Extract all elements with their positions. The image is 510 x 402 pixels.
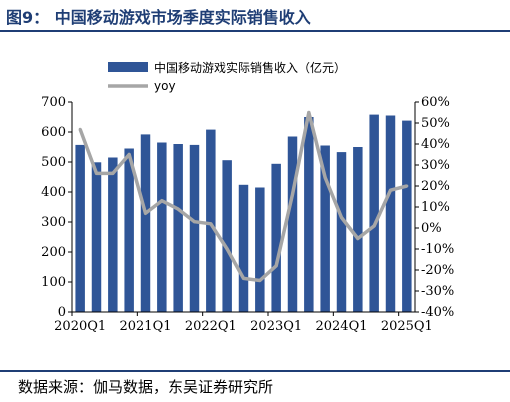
yoy-point [323, 176, 327, 180]
yoy-point [340, 216, 343, 219]
y-right-tick-label: 30% [421, 158, 450, 173]
bar-2022Q2 [222, 160, 232, 312]
y-right-tick-label: -40% [421, 305, 454, 320]
y-right-tick-label: 10% [421, 200, 450, 215]
yoy-point [372, 224, 376, 228]
y-right-tick-label: 40% [421, 137, 450, 152]
y-left-tick-label: 0 [58, 305, 66, 320]
x-tick-label: 2022Q1 [185, 319, 237, 334]
y-right-tick-label: 60% [421, 95, 450, 110]
combo-chart: 0 100 200 300 400 500 600 700 60% 50% 40% 30% 20% 10%… [41, 60, 454, 334]
bar-2025Q1 [402, 120, 412, 312]
bar-2021Q2 [157, 142, 167, 312]
y-left-tick-label: 400 [41, 185, 66, 200]
yoy-point [95, 171, 98, 175]
yoy-point [258, 279, 262, 282]
x-tick-label: 2023Q1 [250, 319, 302, 334]
bar-2022Q4 [255, 187, 265, 312]
yoy-point [144, 211, 147, 215]
bar-2024Q4 [385, 115, 396, 312]
yoy-point [193, 220, 196, 224]
legend-line-label: yoy [154, 79, 176, 93]
y-right-tick-label: -20% [421, 263, 454, 278]
bar-2024Q1 [336, 152, 347, 312]
yoy-point [389, 188, 392, 192]
yoy-point [356, 237, 360, 240]
y-right-tick-label: 50% [421, 116, 450, 131]
x-tick-label: 2024Q1 [315, 319, 367, 334]
yoy-point [242, 276, 245, 280]
bar-2022Q1 [206, 129, 216, 312]
y-left-tick-label: 700 [41, 95, 66, 110]
yoy-point [274, 264, 278, 268]
source-rule [0, 370, 510, 372]
y-right-tick-label: -30% [421, 284, 454, 299]
y-left-tick-label: 100 [41, 275, 66, 290]
yoy-point [78, 127, 82, 131]
bar-2020Q3 [108, 157, 118, 312]
bar-2023Q4 [320, 145, 330, 312]
bar-2023Q3 [304, 117, 314, 312]
figure-title: 图9： 中国移动游戏市场季度实际销售收入 [6, 8, 311, 27]
bar-2023Q1 [271, 163, 281, 312]
y-left-tick-label: 500 [41, 155, 66, 170]
yoy-point [225, 247, 229, 251]
x-tick-label: 2025Q1 [381, 319, 433, 334]
bar-2024Q2 [353, 147, 363, 312]
bar-2020Q2 [91, 162, 102, 312]
y-right-tick-label: -10% [421, 242, 454, 257]
x-tick-label: 2021Q1 [119, 319, 171, 334]
bar-2023Q2 [287, 136, 298, 312]
yoy-point [291, 192, 294, 196]
bar-2020Q1 [75, 144, 85, 312]
bar-2024Q3 [369, 114, 379, 312]
yoy-point [405, 184, 409, 188]
y-right-tick-label: 20% [421, 179, 450, 194]
yoy-point [307, 111, 311, 114]
yoy-point [111, 171, 115, 175]
y-left-tick-label: 600 [41, 125, 66, 140]
y-left-tick-label: 300 [41, 215, 66, 230]
chart-area: 0 100 200 300 400 500 600 700 60% 50% 40% 30% 20% 10%… [0, 34, 510, 364]
y-right-tick-label: 0% [421, 221, 442, 236]
bar-2020Q4 [124, 148, 134, 312]
y-left-tick-label: 200 [41, 245, 66, 260]
legend-bar-swatch [108, 62, 148, 72]
source-note: 数据来源：伽马数据，东吴证券研究所 [18, 378, 274, 396]
bar-2021Q1 [140, 134, 151, 312]
yoy-point [176, 207, 180, 211]
legend-bar-label: 中国移动游戏实际销售收入（亿元） [154, 60, 346, 75]
bar-2021Q4 [189, 144, 200, 312]
yoy-point [160, 199, 164, 203]
title-bar: 图9： 中国移动游戏市场季度实际销售收入 [0, 0, 510, 32]
bar-2022Q3 [238, 184, 249, 312]
x-tick-label: 2020Q1 [54, 319, 106, 334]
bar-2021Q3 [173, 144, 183, 312]
yoy-point [127, 153, 131, 156]
yoy-point [209, 222, 213, 226]
